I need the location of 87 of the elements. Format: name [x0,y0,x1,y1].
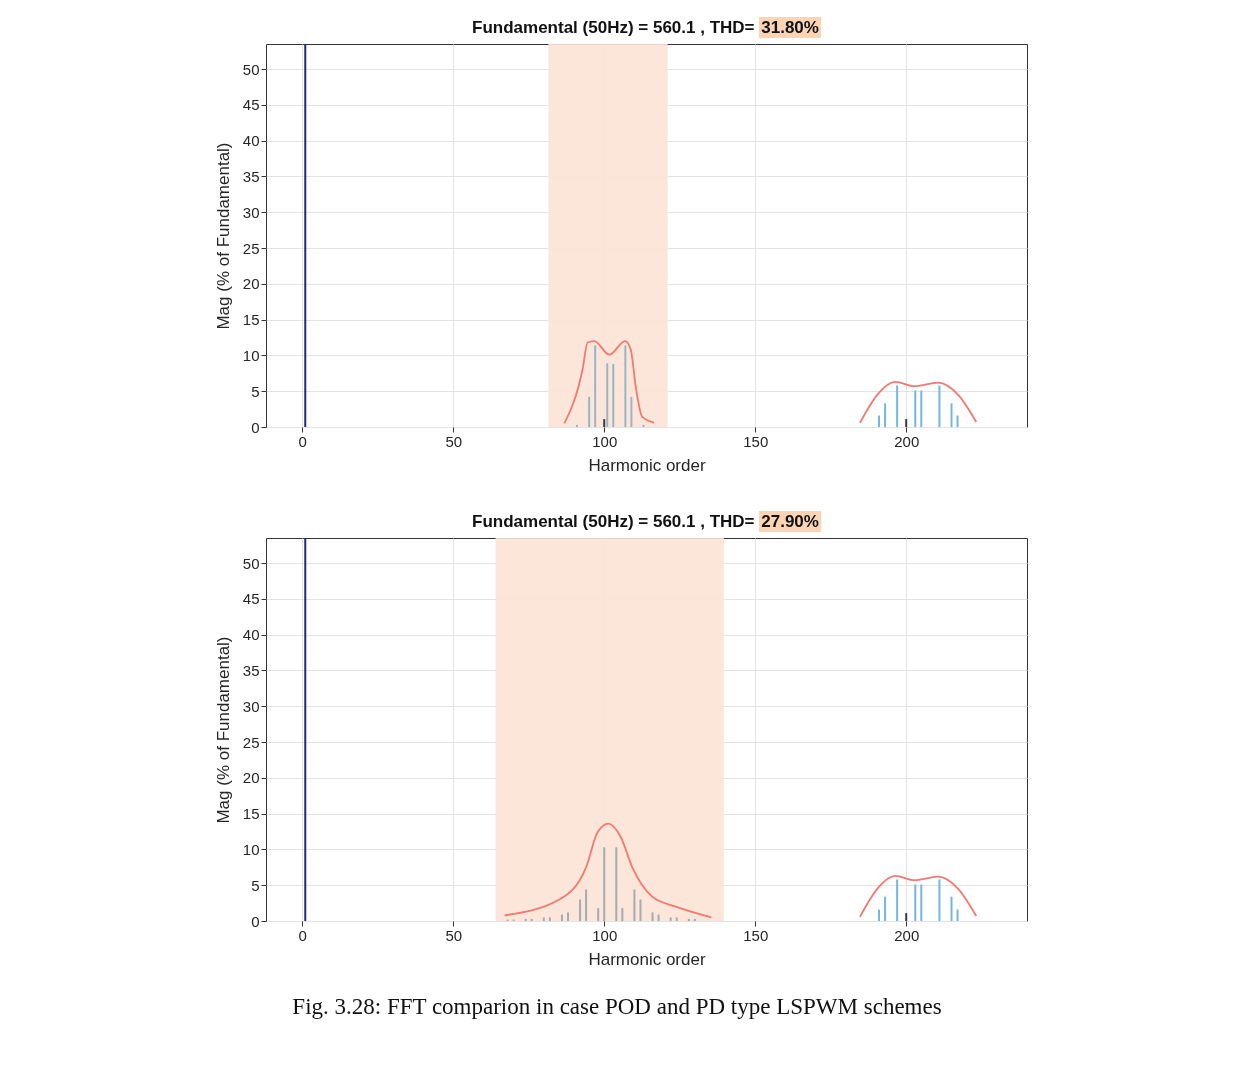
x-tick-label: 150 [743,432,769,450]
y-tick-label: 45 [242,590,260,608]
bar [920,884,923,921]
bar [693,918,696,921]
y-axis-title: Mag (% of Fundamental) [213,142,233,330]
x-axis-title: Harmonic order [588,455,706,475]
x-tick-label: 50 [445,926,463,944]
y-tick-label: 15 [242,805,260,823]
bar [896,879,899,921]
bar [914,884,917,921]
y-tick-label: 5 [251,876,260,894]
chart-title: Fundamental (50Hz) = 560.1 , THD= 31.80% [472,17,820,38]
bar [576,424,579,427]
bar [657,914,660,921]
bar [594,345,597,427]
y-tick-label: 45 [242,96,260,114]
bar [566,912,569,921]
bar [621,908,624,921]
bar [675,917,678,921]
bar [950,403,953,427]
y-tick-label: 35 [242,661,260,679]
y-tick-label: 10 [242,840,260,858]
bar [639,899,642,921]
bar [630,396,633,427]
bar [884,896,887,921]
bar [956,415,959,427]
x-tick-label: 100 [592,432,618,450]
caption: Fig. 3.28: FFT comparion in case POD and PD type LSPWM schemes [291,994,943,1020]
bar [884,403,887,427]
bar [624,345,627,427]
bar [920,390,923,427]
y-tick-label: 5 [251,382,260,400]
bar [938,385,941,427]
y-tick-label: 15 [242,311,260,329]
x-tick-label: 0 [298,432,307,450]
bar [914,390,917,427]
y-tick-label: 30 [242,203,260,221]
y-tick-label: 10 [242,346,260,364]
bar [530,918,533,921]
x-tick-label: 200 [894,432,920,450]
y-tick-label: 20 [242,769,260,787]
bar [938,879,941,921]
x-tick-label: 150 [743,926,769,944]
line-series [859,875,978,918]
x-tick-label: 200 [894,926,920,944]
y-tick-label: 25 [242,733,260,751]
bar [878,415,881,427]
y-tick-label: 25 [242,239,260,257]
y-tick-label: 50 [242,554,260,572]
bar [956,909,959,921]
bar [548,917,551,921]
bar [606,363,609,427]
bar [524,918,527,921]
x-tick-label: 50 [445,432,463,450]
x-axis-title: Harmonic order [588,949,706,969]
bar [560,914,563,921]
y-tick-label: 0 [251,912,260,930]
bar [579,899,582,921]
bar [642,424,645,427]
bar [669,917,672,921]
chart-title: Fundamental (50Hz) = 560.1 , THD= 27.90% [472,511,820,532]
bar [588,396,591,427]
y-tick-label: 50 [242,60,260,78]
bar [612,364,615,427]
bar [950,896,953,921]
line-series [859,381,978,424]
y-axis-title: Mag (% of Fundamental) [213,636,233,824]
x-tick-label: 0 [298,926,307,944]
bar [651,912,654,921]
bar [633,889,636,921]
bar [896,385,899,427]
bar [615,847,618,921]
y-tick-label: 40 [242,132,260,150]
bar [542,917,545,921]
y-tick-label: 40 [242,626,260,644]
y-tick-label: 35 [242,167,260,185]
line-series [503,822,713,919]
bar [878,909,881,921]
bar [597,908,600,921]
y-tick-label: 0 [251,418,260,436]
bar [687,918,690,921]
bar [603,847,606,921]
y-tick-label: 30 [242,697,260,715]
x-tick-label: 100 [592,926,618,944]
line-series [563,340,655,425]
y-tick-label: 20 [242,275,260,293]
bar [585,889,588,921]
